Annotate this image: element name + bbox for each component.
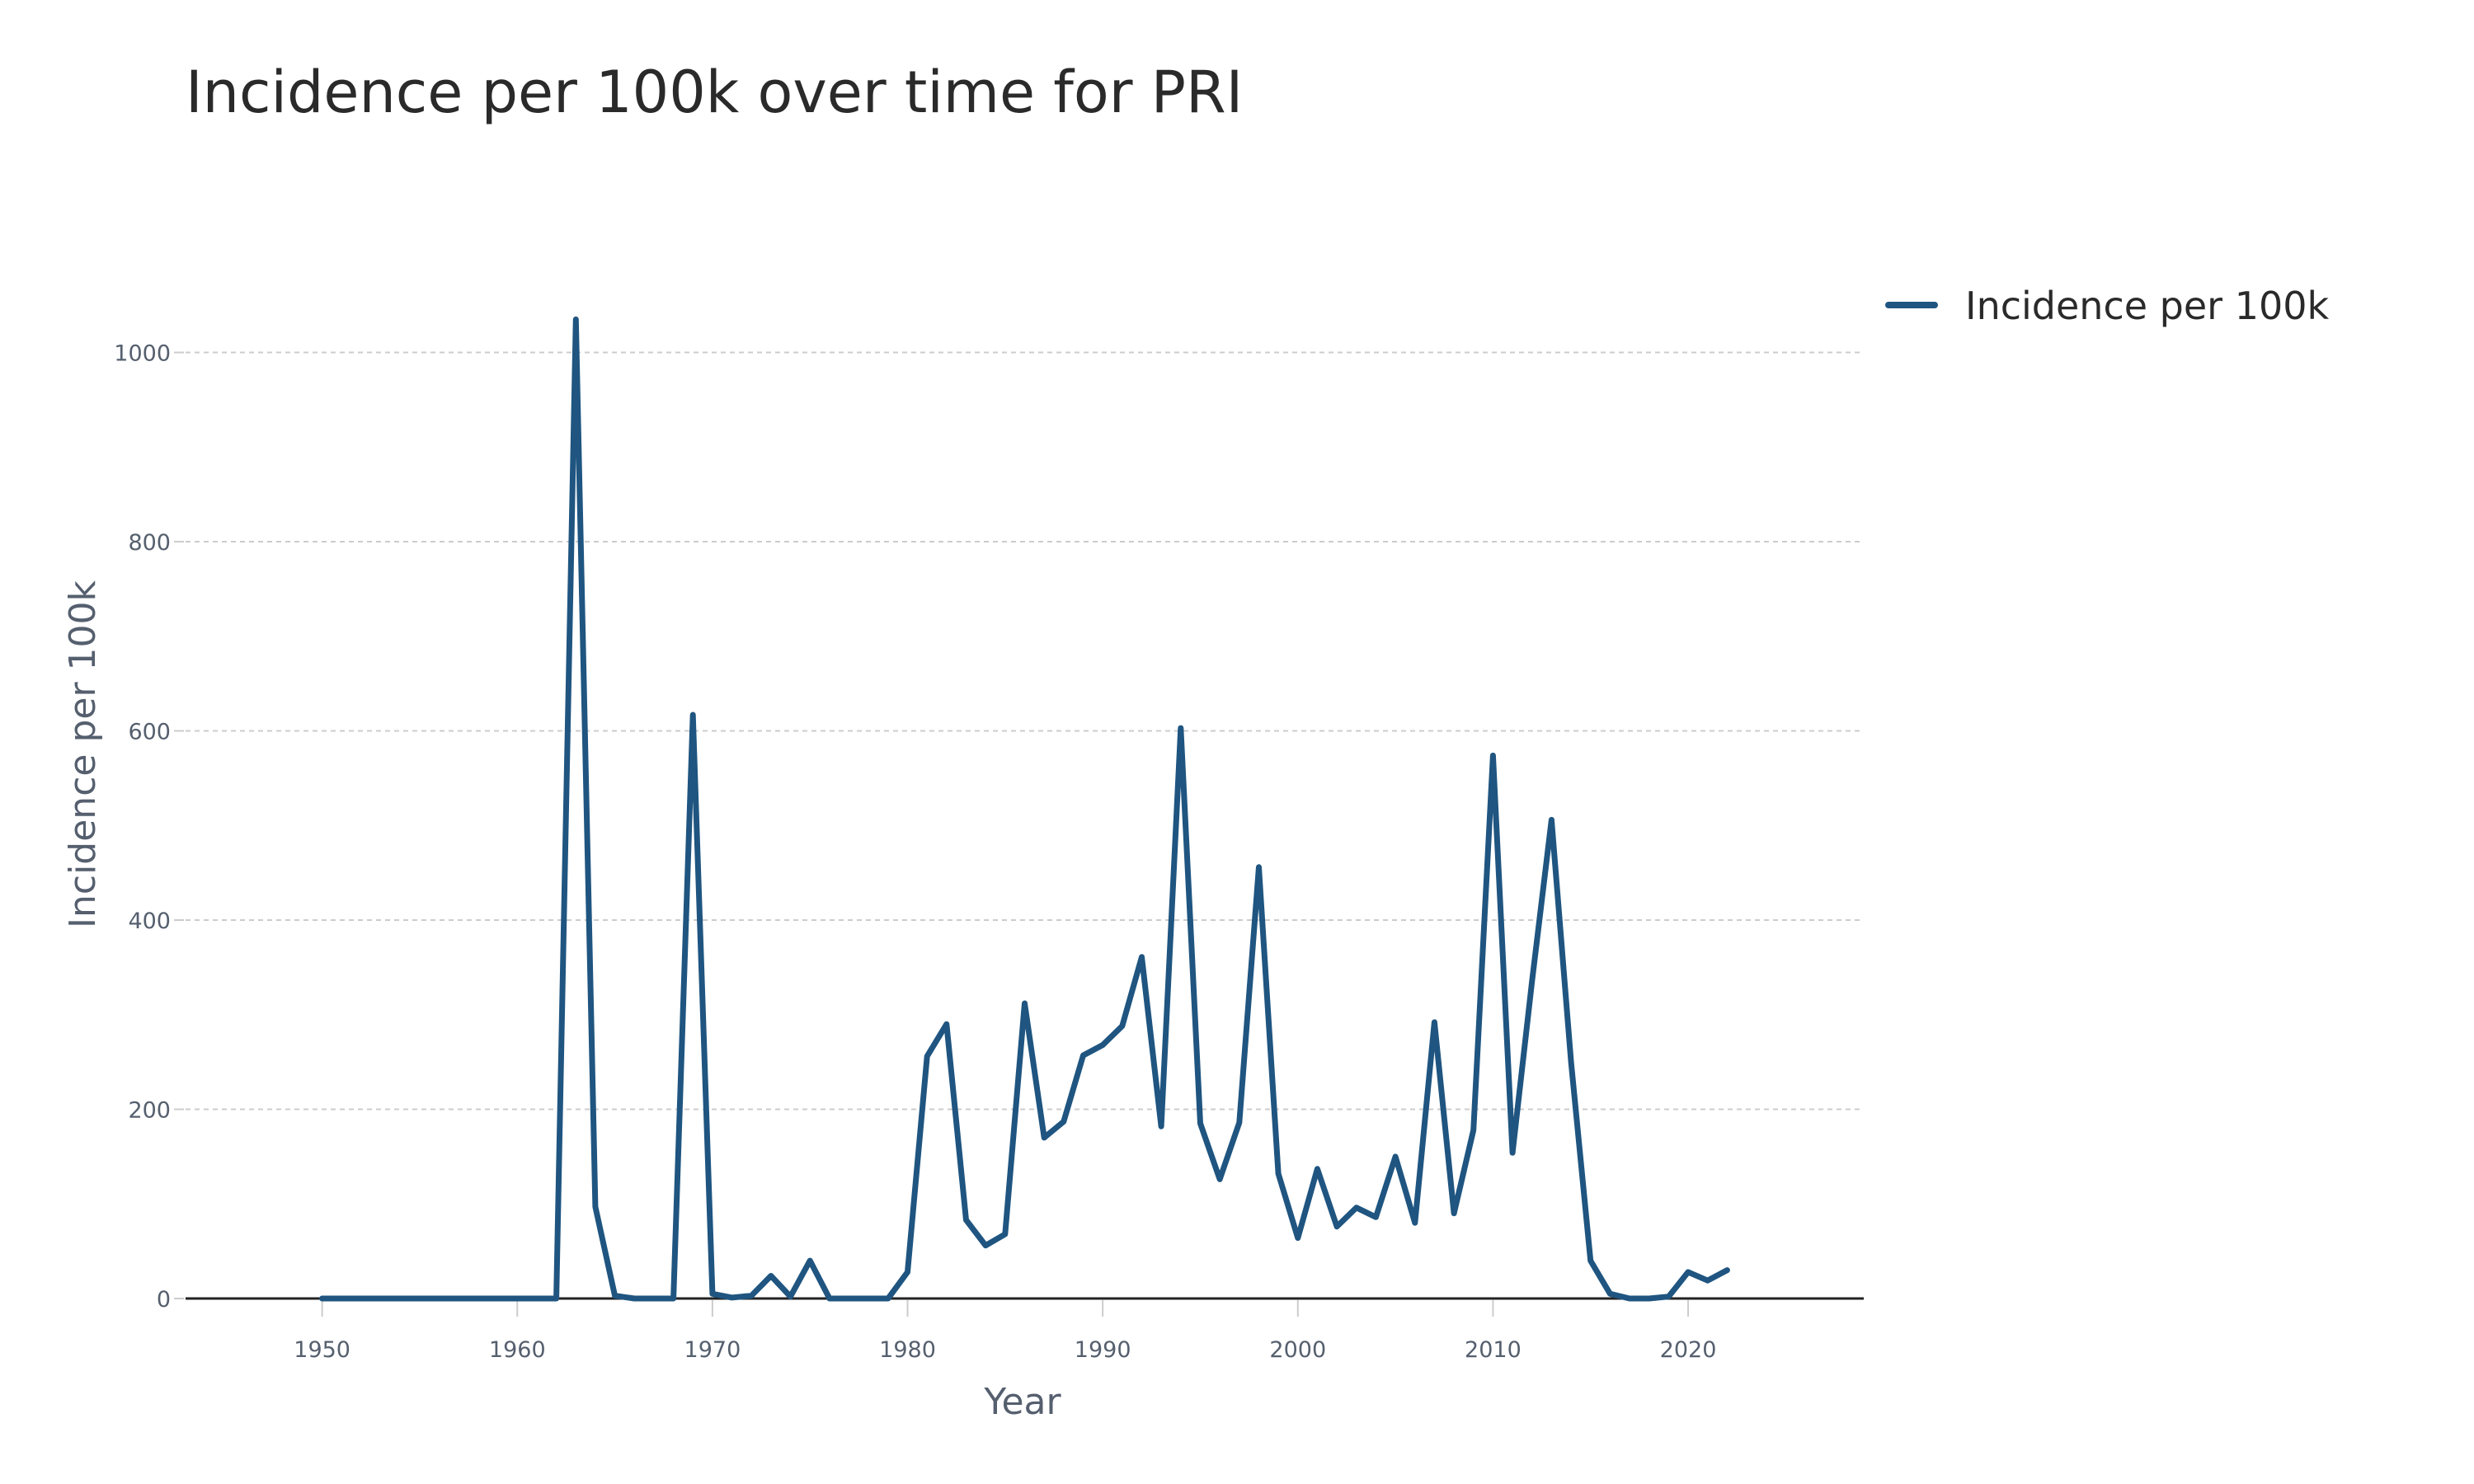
x-tick-label: 1980 [879,1337,936,1363]
x-tick-label: 2000 [1269,1337,1326,1363]
x-axis-ticks: 1950 1960 1970 1980 1990 2000 2010 2020 [294,1300,1716,1363]
y-tick-label: 800 [128,530,171,556]
series-line[interactable] [319,316,1730,1302]
x-axis-title: Year [983,1381,1061,1423]
y-tick-label: 400 [128,909,171,934]
chart-title: Incidence per 100k over time for PRI [186,59,1243,126]
x-tick-label: 1950 [294,1337,350,1363]
x-tick-label: 2010 [1465,1337,1522,1363]
y-axis-ticks: 0 200 400 600 800 1000 [114,341,184,1313]
y-tick-label: 200 [128,1098,171,1124]
y-tick-label: 0 [157,1287,171,1313]
x-tick-label: 2020 [1660,1337,1717,1363]
y-tick-label: 1000 [114,341,171,367]
y-axis-title: Incidence per 100k [62,580,104,928]
y-tick-label: 600 [128,720,171,745]
x-tick-label: 1990 [1075,1337,1131,1363]
x-tick-label: 1970 [684,1337,741,1363]
grid-lines [186,351,1864,1300]
legend[interactable]: Incidence per 100k [1885,284,2329,328]
x-tick-label: 1960 [489,1337,546,1363]
legend-label: Incidence per 100k [1965,284,2329,328]
series-layer [319,316,1730,1302]
